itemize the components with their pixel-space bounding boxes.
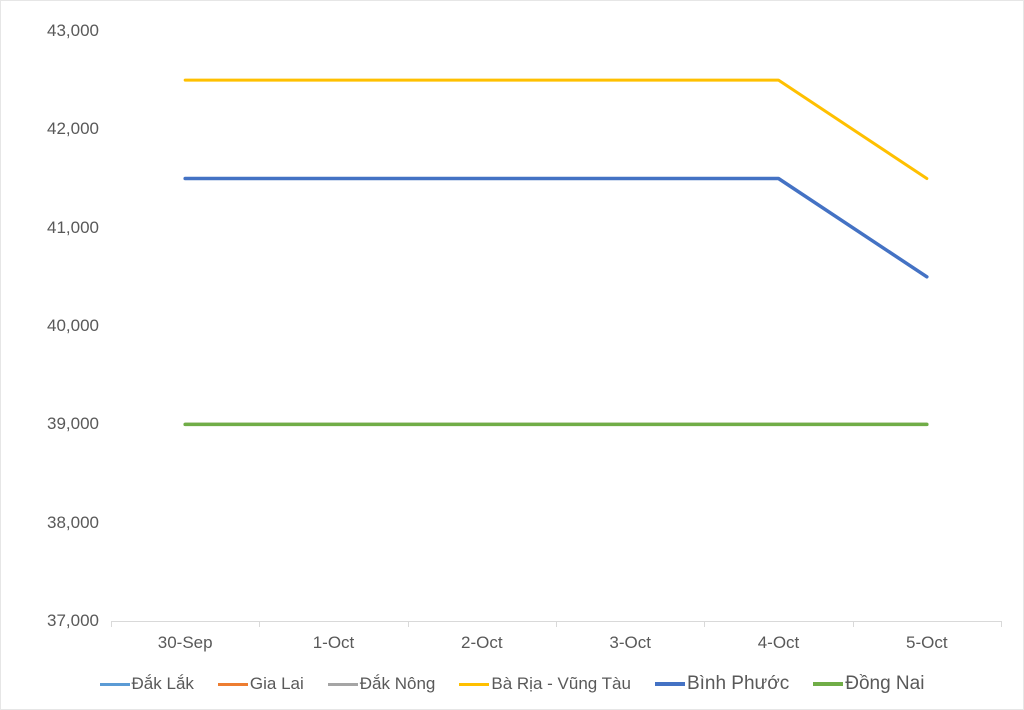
x-tick [556, 621, 557, 627]
y-tick-label: 39,000 [19, 414, 99, 434]
x-tick-label: 1-Oct [313, 633, 355, 653]
legend-label: Đồng Nai [845, 673, 924, 695]
x-tick [408, 621, 409, 627]
legend-label: Bình Phước [687, 673, 789, 695]
legend-item: Đắk Lắk [100, 673, 194, 695]
legend-swatch [100, 683, 130, 686]
legend-item: Đắk Nông [328, 673, 436, 695]
legend-label: Đắk Lắk [132, 674, 194, 694]
legend-label: Bà Rịa - Vũng Tàu [491, 674, 631, 694]
legend-item: Đồng Nai [813, 673, 924, 695]
legend-swatch [218, 683, 248, 686]
legend-label: Gia Lai [250, 674, 304, 694]
x-tick-label: 5-Oct [906, 633, 948, 653]
legend-swatch [328, 683, 358, 686]
legend-item: Bà Rịa - Vũng Tàu [459, 673, 631, 695]
x-tick [853, 621, 854, 627]
chart-svg [111, 31, 1001, 621]
x-tick [111, 621, 112, 627]
y-tick-label: 40,000 [19, 316, 99, 336]
y-tick-label: 38,000 [19, 513, 99, 533]
legend-item: Gia Lai [218, 673, 304, 695]
series-line [185, 179, 927, 277]
series-line [185, 80, 927, 178]
y-tick-label: 37,000 [19, 611, 99, 631]
legend-swatch [813, 682, 843, 686]
legend-item: Bình Phước [655, 673, 789, 695]
legend-swatch [655, 682, 685, 686]
x-tick-label: 3-Oct [609, 633, 651, 653]
x-tick [1001, 621, 1002, 627]
x-tick [259, 621, 260, 627]
x-tick-label: 30-Sep [158, 633, 213, 653]
legend: Đắk Lắk Gia Lai Đắk Nông Bà Rịa - Vũng Tàu B… [1, 673, 1023, 695]
x-tick-label: 4-Oct [758, 633, 800, 653]
y-tick-label: 41,000 [19, 218, 99, 238]
plot-area [111, 31, 1001, 621]
legend-swatch [459, 683, 489, 686]
line-chart: Đắk Lắk Gia Lai Đắk Nông Bà Rịa - Vũng Tàu B… [0, 0, 1024, 710]
y-tick-label: 42,000 [19, 119, 99, 139]
x-tick [704, 621, 705, 627]
x-tick-label: 2-Oct [461, 633, 503, 653]
y-tick-label: 43,000 [19, 21, 99, 41]
legend-label: Đắk Nông [360, 674, 436, 694]
